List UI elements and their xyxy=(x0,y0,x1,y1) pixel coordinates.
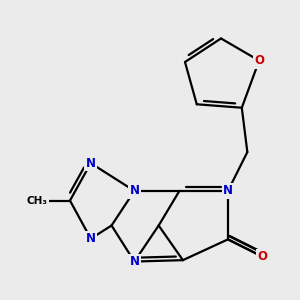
Text: O: O xyxy=(254,54,264,67)
Text: N: N xyxy=(129,184,140,197)
Text: N: N xyxy=(223,184,233,197)
Text: O: O xyxy=(258,250,268,263)
Text: CH₃: CH₃ xyxy=(27,196,48,206)
Text: N: N xyxy=(86,157,96,170)
Text: N: N xyxy=(129,255,140,268)
Text: N: N xyxy=(86,232,96,245)
